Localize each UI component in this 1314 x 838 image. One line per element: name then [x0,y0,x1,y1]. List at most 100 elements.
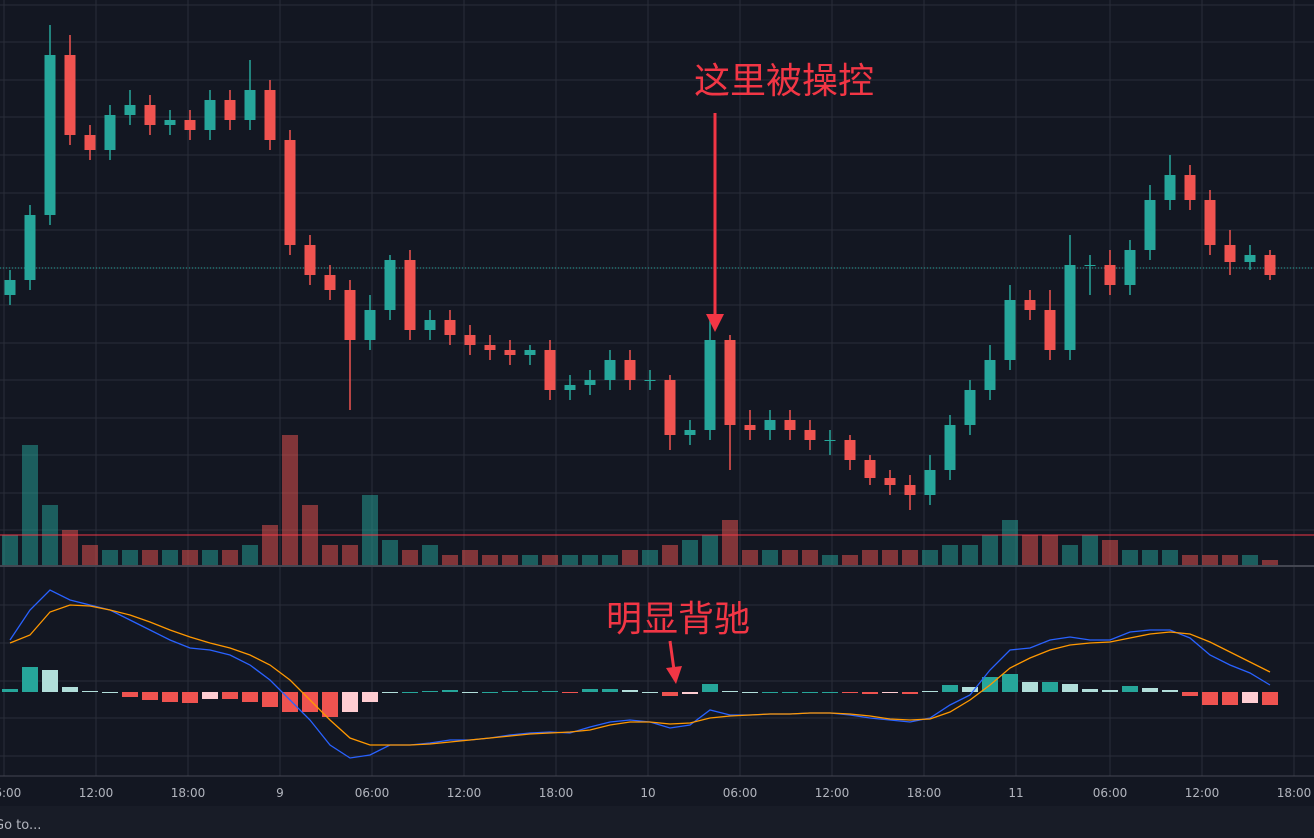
volume-bar [1262,560,1278,565]
volume-bar [82,545,98,565]
volume-bar [462,550,478,565]
volume-bar [242,545,258,565]
volume-bar [942,545,958,565]
candle-body [664,380,676,435]
x-tick-label: 11 [1008,786,1023,800]
candle-body [244,90,256,120]
volume-bar [382,540,398,565]
x-tick-label: 18:00 [171,786,206,800]
candle-body [844,440,856,460]
macd-histogram-bar [42,670,58,692]
candle-body [1164,175,1176,200]
volume-bar [682,540,698,565]
macd-histogram-bar [142,692,158,700]
candle-body [424,320,436,330]
goto-button[interactable]: Go to... [0,818,41,833]
macd-histogram-bar [462,692,478,693]
candle-body [964,390,976,425]
volume-bar [742,550,758,565]
macd-histogram-bar [482,692,498,693]
volume-bar [2,535,18,565]
annotation-arrow-head [666,666,682,684]
volume-bar [442,555,458,565]
time-axis: 06:00 12:00 18:00 9 06:00 12:00 18:00 10 06:00 12… [0,786,1311,800]
volume-bar [122,550,138,565]
macd-histogram-bar [882,692,898,693]
candle-body [724,340,736,425]
volume-bar [422,545,438,565]
x-tick-label: 12:00 [79,786,114,800]
macd-histogram-bar [242,692,258,702]
volume-bar [162,550,178,565]
candle-body [824,440,836,441]
volume-bar [842,555,858,565]
candle-body [884,478,896,485]
volume-bar [562,555,578,565]
x-tick-label: 06:00 [0,786,21,800]
candle-body [264,90,276,140]
candle-body [804,430,816,440]
candle-body [1024,300,1036,310]
volume-bar [1162,550,1178,565]
volume-bar [882,550,898,565]
macd-histogram-bar [1022,682,1038,692]
candle-body [1264,255,1276,275]
volume-bar [142,550,158,565]
volume-bar [1042,535,1058,565]
volume-bar [262,525,278,565]
candle-body [404,260,416,330]
candle-body [544,350,556,390]
macd-histogram-bar [82,691,98,692]
volume-bar [862,550,878,565]
macd-histogram-bar [762,692,778,693]
macd-histogram-bar [322,692,338,717]
macd-histogram-bar [602,689,618,692]
macd-histogram-bar [542,691,558,692]
x-tick-label: 06:00 [723,786,758,800]
macd-histogram-bar [1202,692,1218,705]
candle-body [344,290,356,340]
macd-histogram-bar [502,691,518,692]
volume-bar [282,435,298,565]
macd-histogram-bar [962,687,978,692]
volume-bar [762,550,778,565]
annotation: 这里被操控 [694,61,874,102]
macd-histogram-bar [722,691,738,692]
candle-body [44,55,56,215]
candle-body [1064,265,1076,350]
candle-body [124,105,136,115]
candle-body [64,55,76,135]
volume-bar [642,550,658,565]
candle-body [524,350,536,355]
candle-body [304,245,316,275]
candle-body [364,310,376,340]
macd-histogram-bar [262,692,278,707]
candle-body [504,350,516,355]
volume-bar [102,550,118,565]
candle-body [484,345,496,350]
x-tick-label: 18:00 [1277,786,1312,800]
macd-histogram-bar [1162,690,1178,692]
macd-histogram-bar [282,692,298,712]
volume-bar [342,545,358,565]
volume-bar [922,550,938,565]
macd-histogram-bar [522,691,538,692]
candle-body [864,460,876,478]
candle-body [944,425,956,470]
macd-histogram-bar [1062,684,1078,692]
volume-bar [502,555,518,565]
candle-body [1104,265,1116,285]
candle-body [384,260,396,310]
volume-bar [902,550,918,565]
volume-bar [702,535,718,565]
volume-bar [402,550,418,565]
candle-body [644,380,656,381]
annotation: 明显背驰 [606,599,750,640]
macd-histogram-bar [202,692,218,699]
candle-body [764,420,776,430]
volume-bar [522,555,538,565]
macd-histogram-bar [1122,686,1138,692]
candle-body [1124,250,1136,285]
